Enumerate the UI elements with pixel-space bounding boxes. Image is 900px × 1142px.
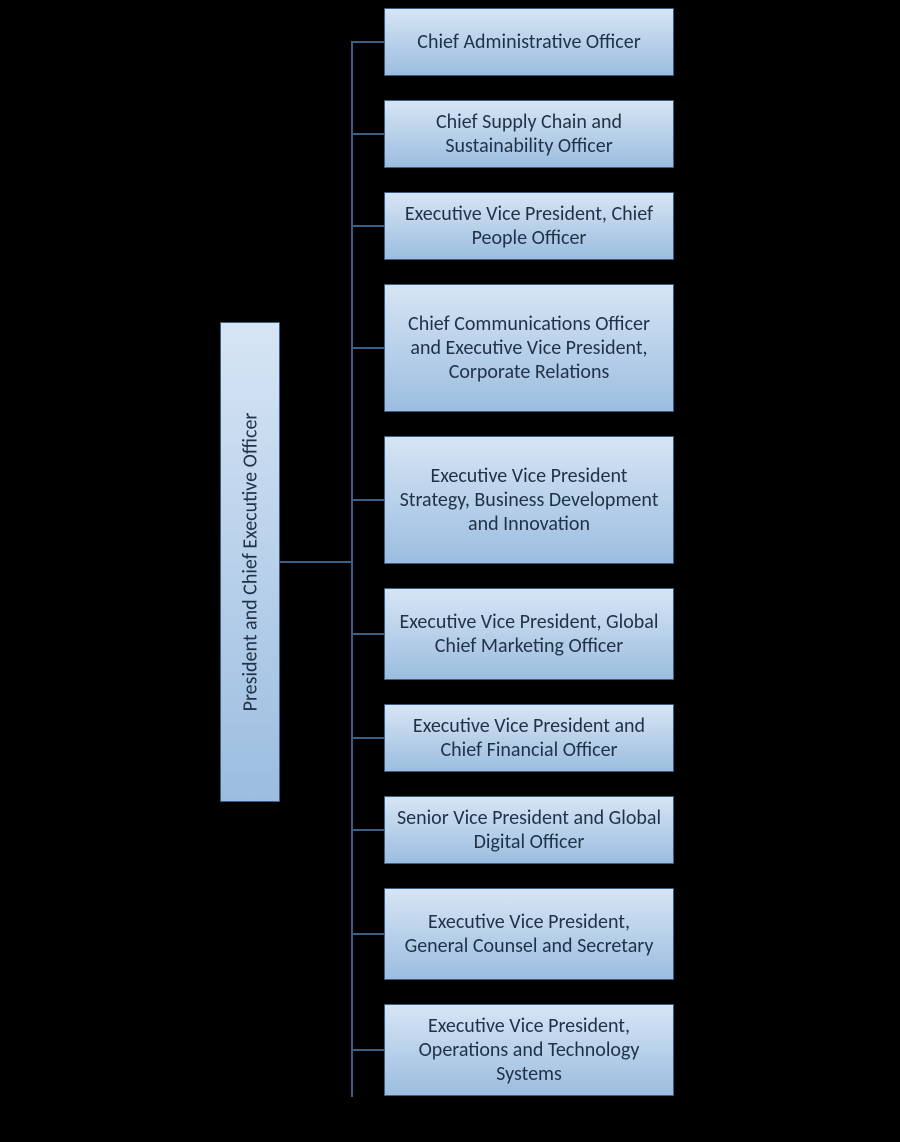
node-cao: Chief Administrative Officer bbox=[384, 8, 674, 76]
node-csc-label: Chief Supply Chain and Sustainability Of… bbox=[395, 110, 663, 158]
node-sbd: Executive Vice President Strategy, Busin… bbox=[384, 436, 674, 564]
node-gc-label: Executive Vice President, General Counse… bbox=[395, 910, 663, 958]
node-gc: Executive Vice President, General Counse… bbox=[384, 888, 674, 980]
node-cfo: Executive Vice President and Chief Finan… bbox=[384, 704, 674, 772]
node-ots-label: Executive Vice President, Operations and… bbox=[395, 1014, 663, 1086]
node-sbd-label: Executive Vice President Strategy, Busin… bbox=[395, 464, 663, 536]
node-cfo-label: Executive Vice President and Chief Finan… bbox=[395, 714, 663, 762]
node-gdo: Senior Vice President and Global Digital… bbox=[384, 796, 674, 864]
node-root: President and Chief Executive Officer bbox=[220, 322, 280, 802]
node-root-label: President and Chief Executive Officer bbox=[238, 413, 262, 712]
node-cco: Chief Communications Officer and Executi… bbox=[384, 284, 674, 412]
node-cpo-label: Executive Vice President, Chief People O… bbox=[395, 202, 663, 250]
node-cco-label: Chief Communications Officer and Executi… bbox=[395, 312, 663, 384]
node-cmo-label: Executive Vice President, Global Chief M… bbox=[395, 610, 663, 658]
node-cmo: Executive Vice President, Global Chief M… bbox=[384, 588, 674, 680]
node-cao-label: Chief Administrative Officer bbox=[417, 30, 640, 54]
node-cpo: Executive Vice President, Chief People O… bbox=[384, 192, 674, 260]
node-ots: Executive Vice President, Operations and… bbox=[384, 1004, 674, 1096]
node-csc: Chief Supply Chain and Sustainability Of… bbox=[384, 100, 674, 168]
node-gdo-label: Senior Vice President and Global Digital… bbox=[395, 806, 663, 854]
